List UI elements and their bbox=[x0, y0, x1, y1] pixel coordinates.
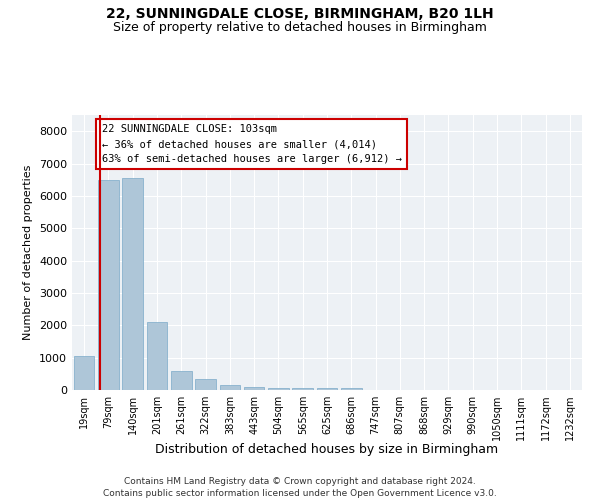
Y-axis label: Number of detached properties: Number of detached properties bbox=[23, 165, 34, 340]
Bar bbox=[98, 180, 119, 390]
Text: Contains HM Land Registry data © Crown copyright and database right 2024.: Contains HM Land Registry data © Crown c… bbox=[124, 478, 476, 486]
Bar bbox=[268, 388, 289, 390]
Text: 22, SUNNINGDALE CLOSE, BIRMINGHAM, B20 1LH: 22, SUNNINGDALE CLOSE, BIRMINGHAM, B20 1… bbox=[106, 8, 494, 22]
Text: Contains public sector information licensed under the Open Government Licence v3: Contains public sector information licen… bbox=[103, 489, 497, 498]
Bar bbox=[171, 371, 191, 390]
Bar bbox=[220, 386, 240, 390]
Bar bbox=[122, 178, 143, 390]
Bar bbox=[146, 322, 167, 390]
Bar bbox=[317, 388, 337, 390]
Bar bbox=[195, 379, 216, 390]
Text: Distribution of detached houses by size in Birmingham: Distribution of detached houses by size … bbox=[155, 442, 499, 456]
Text: 22 SUNNINGDALE CLOSE: 103sqm
← 36% of detached houses are smaller (4,014)
63% of: 22 SUNNINGDALE CLOSE: 103sqm ← 36% of de… bbox=[101, 124, 401, 164]
Bar bbox=[341, 388, 362, 390]
Bar bbox=[292, 388, 313, 390]
Bar bbox=[74, 356, 94, 390]
Bar bbox=[244, 387, 265, 390]
Text: Size of property relative to detached houses in Birmingham: Size of property relative to detached ho… bbox=[113, 21, 487, 34]
